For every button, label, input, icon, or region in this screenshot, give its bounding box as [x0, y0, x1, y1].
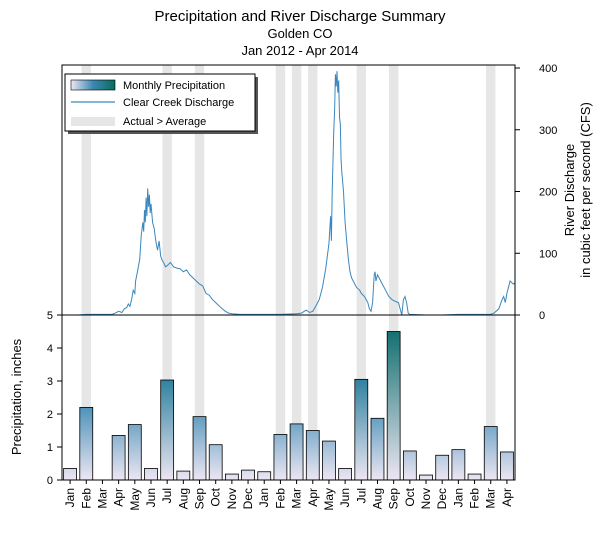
- highlight-band-feb-13: [275, 65, 286, 480]
- precip-bar-5: [144, 468, 158, 481]
- precip-bar-7: [176, 470, 191, 481]
- precip-bar-19: [370, 417, 385, 481]
- precip-bar-24: [451, 449, 466, 481]
- precip-bar-9: [208, 444, 223, 481]
- precip-tick-label-3: 3: [47, 376, 53, 388]
- chart-titles: Precipitation and River Discharge Summar…: [0, 8, 600, 59]
- month-label-17: Jun: [338, 488, 352, 507]
- legend-discharge-label: Clear Creek Discharge: [123, 97, 234, 109]
- month-label-24: Jan: [451, 488, 465, 507]
- precip-bar-16: [322, 440, 336, 481]
- month-label-8: Sep: [193, 488, 207, 510]
- precip-bar-0: [63, 468, 77, 481]
- discharge-tick-label-300: 300: [539, 125, 557, 137]
- month-label-13: Feb: [273, 488, 287, 509]
- precip-tick-label-5: 5: [47, 310, 53, 322]
- month-label-12: Jan: [257, 488, 271, 507]
- month-label-18: Jul: [354, 488, 368, 503]
- month-label-16: May: [322, 488, 336, 511]
- month-label-26: Mar: [484, 488, 498, 509]
- precip-tick-label-2: 2: [47, 409, 53, 421]
- legend-precipitation-label: Monthly Precipitation: [123, 80, 225, 92]
- month-label-19: Aug: [370, 488, 384, 509]
- precip-bar-17: [338, 468, 352, 481]
- month-label-22: Nov: [419, 488, 433, 509]
- legend-precipitation-swatch: [70, 79, 116, 91]
- chart-subtitle: Golden CO: [267, 26, 333, 41]
- precip-bar-27: [500, 451, 514, 481]
- precip-bar-26: [483, 426, 498, 481]
- precip-bar-22: [419, 474, 433, 481]
- discharge-axis: 0 100 200 300 400: [515, 63, 557, 322]
- chart-period: Jan 2012 - Apr 2014: [241, 43, 359, 58]
- discharge-tick-label-200: 200: [539, 187, 557, 199]
- month-label-1: Feb: [79, 488, 93, 509]
- discharge-axis-label-line1: River Discharge: [562, 144, 577, 236]
- legend-highlight-label: Actual > Average: [123, 116, 206, 128]
- precip-bar-20: [386, 331, 401, 481]
- precip-bar-15: [305, 430, 320, 481]
- discharge-line: [70, 71, 516, 316]
- precip-bar-10: [225, 473, 239, 481]
- precipitation-bars: [63, 331, 514, 481]
- month-label-21: Oct: [403, 487, 417, 506]
- precipitation-axis: 0 1 2 3 4 5: [47, 310, 62, 487]
- month-label-25: Feb: [468, 488, 482, 509]
- month-label-20: Sep: [387, 488, 401, 510]
- discharge-tick-label-400: 400: [539, 63, 557, 75]
- highlight-band-apr-15: [308, 65, 318, 480]
- month-label-3: Apr: [112, 488, 126, 507]
- discharge-axis-label-line2: in cubic feet per second (CFS): [578, 102, 593, 278]
- highlight-band-mar-14: [291, 65, 302, 480]
- month-label-5: Jun: [144, 488, 158, 507]
- plot-frame: [61, 64, 516, 481]
- month-label-4: May: [128, 488, 142, 511]
- precip-bar-11: [241, 469, 255, 481]
- legend-highlight-swatch: [71, 117, 115, 126]
- discharge-tick-label-100: 100: [539, 248, 557, 260]
- precip-bar-6: [160, 379, 175, 481]
- highlight-band-sep-8: [194, 65, 205, 480]
- precip-bar-8: [192, 416, 207, 481]
- highlight-band-mar-26: [486, 65, 496, 480]
- precip-bar-4: [127, 424, 142, 481]
- month-label-7: Aug: [176, 488, 190, 509]
- precip-bar-14: [289, 423, 304, 481]
- month-label-2: Mar: [95, 488, 109, 509]
- highlight-band-sep-20: [388, 65, 399, 480]
- month-label-0: Jan: [63, 488, 77, 507]
- precip-bar-23: [435, 454, 450, 481]
- month-label-15: Apr: [306, 488, 320, 507]
- precip-bar-18: [354, 378, 369, 481]
- highlight-band-jul-18: [356, 65, 366, 480]
- highlight-band-jul-6: [162, 65, 172, 480]
- precip-bar-25: [467, 473, 482, 481]
- precip-tick-label-1: 1: [47, 442, 53, 454]
- chart-title: Precipitation and River Discharge Summar…: [154, 8, 446, 25]
- month-label-11: Dec: [241, 488, 255, 509]
- precip-bar-13: [273, 434, 288, 481]
- month-label-23: Dec: [435, 488, 449, 509]
- month-label-6: Jul: [160, 488, 174, 503]
- month-label-9: Oct: [209, 487, 223, 506]
- above-average-bands: [81, 65, 496, 480]
- month-axis: Jan Feb Mar Apr May Jun Jul Aug Sep Oct Nov Dec Jan F…: [63, 480, 514, 511]
- month-label-27: Apr: [500, 488, 514, 507]
- precip-tick-label-0: 0: [47, 475, 53, 487]
- precip-tick-label-4: 4: [47, 343, 53, 355]
- precip-bar-21: [402, 450, 417, 481]
- precip-bar-3: [111, 435, 126, 481]
- month-label-10: Nov: [225, 488, 239, 509]
- precip-bar-12: [257, 471, 272, 481]
- highlight-band-feb-1: [81, 65, 91, 480]
- precip-bar-1: [79, 406, 94, 481]
- discharge-tick-label-0: 0: [539, 310, 545, 322]
- month-label-14: Mar: [290, 488, 304, 509]
- precipitation-axis-label: Precipitation, inches: [9, 338, 24, 455]
- legend: Monthly Precipitation Clear Creek Discha…: [64, 73, 258, 134]
